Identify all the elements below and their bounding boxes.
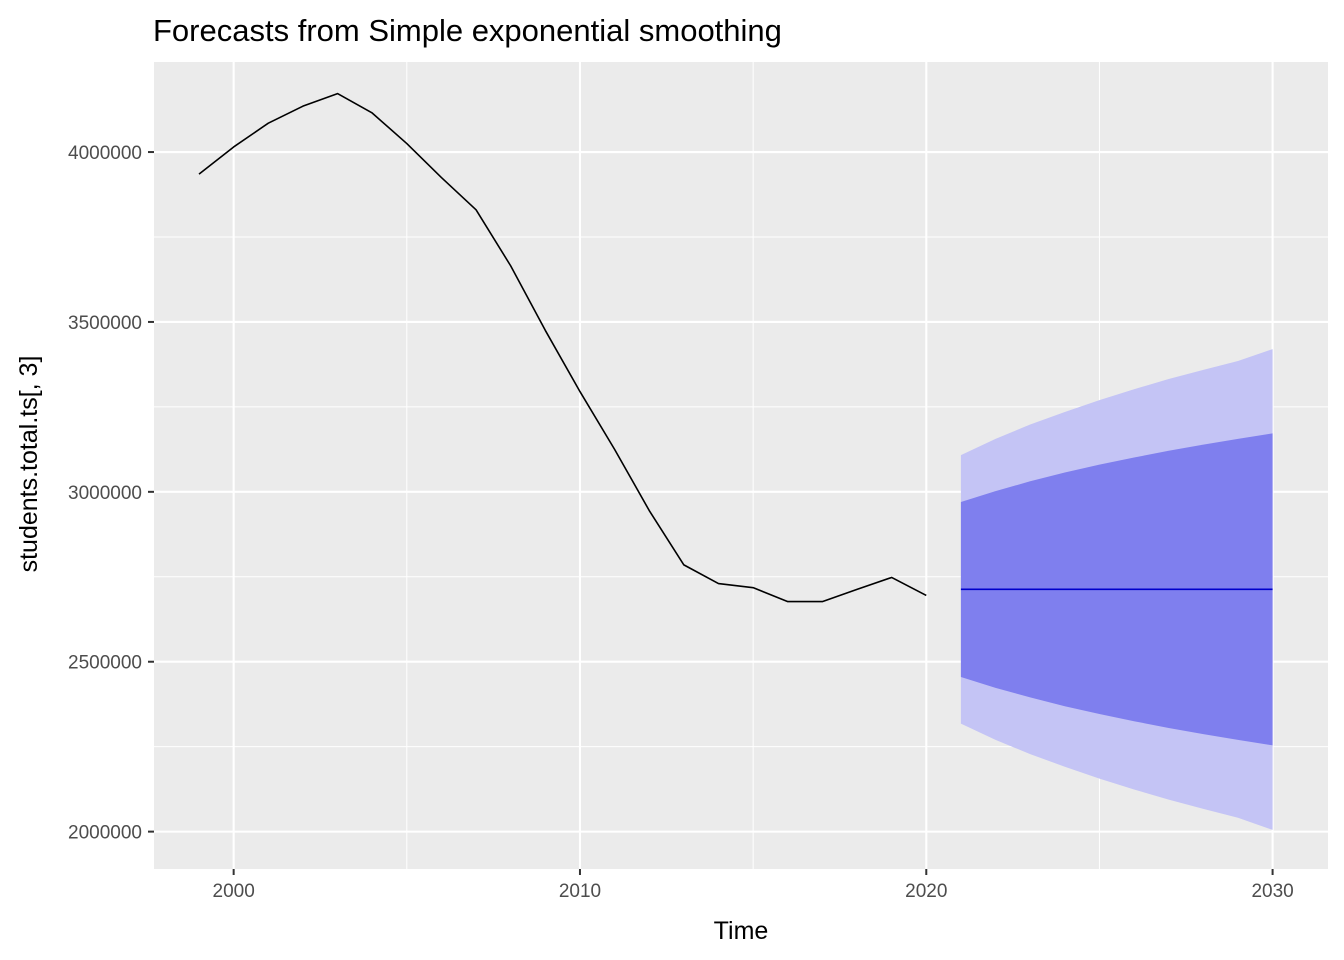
- y-tick-label: 2000000: [68, 823, 142, 844]
- y-tick-label: 3000000: [68, 483, 142, 504]
- x-tick-label: 2000: [213, 881, 255, 902]
- x-tick-label: 2010: [559, 881, 601, 902]
- y-tick-label: 4000000: [68, 143, 142, 164]
- data-lines: [198, 92, 1273, 603]
- x-tick-label: 2030: [1251, 881, 1293, 902]
- y-tick-label: 2500000: [68, 653, 142, 674]
- axes: 2000 2010 2020 2030 2000000 2500000 3000000 350…: [68, 143, 1294, 902]
- x-tick-label: 2020: [905, 881, 947, 902]
- chart-title: Forecasts from Simple exponential smooth…: [153, 13, 782, 48]
- y-axis-title: students.total.ts[, 3]: [15, 356, 43, 573]
- observed-line: [198, 92, 927, 603]
- x-axis-title: Time: [714, 917, 769, 945]
- y-tick-label: 3500000: [68, 313, 142, 334]
